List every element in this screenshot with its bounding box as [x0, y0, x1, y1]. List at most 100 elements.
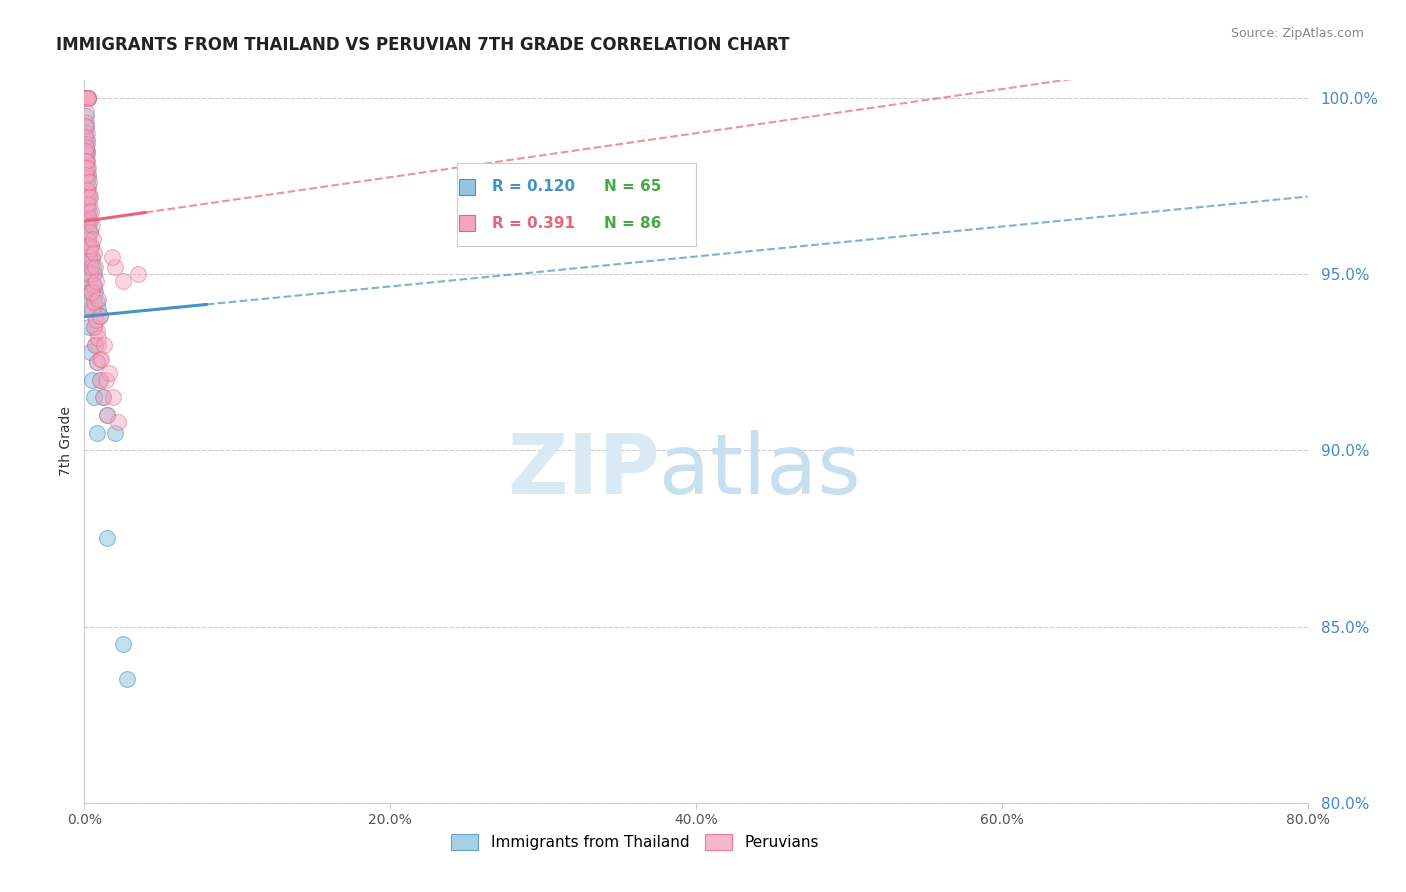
Point: [97, 366, 120, 380]
Point: [83, 320, 105, 334]
Point: [76, 91, 98, 105]
Point: [83, 267, 105, 281]
Point: [83, 320, 105, 334]
Point: [96, 532, 118, 546]
Point: [83, 277, 105, 292]
Point: [89, 351, 111, 366]
Point: [75, 119, 97, 133]
Point: [90, 351, 112, 366]
Point: [79, 214, 101, 228]
Point: [87, 302, 110, 317]
Point: [77, 214, 100, 228]
Point: [76, 203, 98, 218]
Point: [84, 313, 107, 327]
Point: [77, 91, 100, 105]
Point: [89, 310, 111, 324]
Point: [89, 373, 111, 387]
Point: [103, 391, 125, 405]
Point: [77, 250, 100, 264]
Point: [111, 637, 134, 651]
Point: [76, 91, 98, 105]
Point: [91, 391, 114, 405]
Point: [94, 373, 117, 387]
Text: N = 86: N = 86: [605, 216, 662, 231]
Point: [80, 285, 103, 299]
Text: IMMIGRANTS FROM THAILAND VS PERUVIAN 7TH GRADE CORRELATION CHART: IMMIGRANTS FROM THAILAND VS PERUVIAN 7TH…: [56, 36, 790, 54]
Point: [76, 189, 98, 203]
Point: [75, 140, 97, 154]
Point: [83, 295, 105, 310]
Point: [93, 337, 115, 351]
Text: ZIP: ZIP: [506, 430, 659, 511]
Text: R = 0.120: R = 0.120: [492, 179, 575, 194]
Point: [86, 355, 108, 369]
Point: [104, 425, 127, 440]
Point: [76, 196, 98, 211]
Point: [75, 239, 97, 253]
Point: [76, 91, 98, 105]
Point: [75, 91, 97, 105]
Point: [76, 154, 98, 169]
Point: [77, 320, 100, 334]
Point: [77, 186, 100, 200]
Point: [76, 285, 98, 299]
Point: [75, 91, 97, 105]
Point: [75, 250, 97, 264]
Point: [75, 91, 97, 105]
Point: [76, 161, 98, 176]
Point: [86, 425, 108, 440]
Point: [80, 239, 103, 253]
Point: [76, 91, 98, 105]
Point: [82, 267, 104, 281]
Point: [75, 161, 97, 176]
Point: [75, 119, 97, 133]
Point: [77, 232, 100, 246]
Point: [83, 281, 105, 295]
Point: [86, 295, 108, 310]
Point: [75, 147, 97, 161]
Point: [75, 169, 97, 183]
Point: [77, 225, 100, 239]
Point: [76, 136, 98, 151]
Point: [80, 302, 103, 317]
Point: [77, 176, 100, 190]
Point: [76, 144, 98, 158]
Point: [79, 243, 101, 257]
Point: [75, 154, 97, 169]
Point: [77, 203, 100, 218]
Point: [76, 196, 98, 211]
Point: [77, 302, 100, 317]
Point: [75, 115, 97, 129]
Point: [76, 91, 98, 105]
Point: [79, 211, 101, 225]
Point: [104, 260, 127, 274]
Point: [76, 91, 98, 105]
Point: [77, 211, 100, 225]
Point: [83, 246, 105, 260]
Point: [80, 285, 103, 299]
Point: [87, 292, 110, 306]
Point: [80, 203, 103, 218]
Text: Source: ZipAtlas.com: Source: ZipAtlas.com: [1230, 27, 1364, 40]
Point: [76, 182, 98, 196]
Point: [111, 274, 134, 288]
Point: [76, 182, 98, 196]
Point: [83, 391, 105, 405]
Point: [80, 302, 103, 317]
Point: [77, 218, 100, 232]
Point: [76, 126, 98, 140]
Text: R = 0.391: R = 0.391: [492, 216, 575, 231]
Point: [75, 129, 97, 144]
Point: [84, 310, 107, 324]
Text: N = 65: N = 65: [605, 179, 662, 194]
Point: [77, 179, 100, 194]
Point: [75, 91, 97, 105]
Point: [75, 154, 97, 169]
Point: [82, 260, 104, 274]
Point: [89, 373, 111, 387]
Point: [84, 285, 107, 299]
Point: [80, 285, 103, 299]
Point: [75, 144, 97, 158]
Point: [84, 260, 107, 274]
Point: [76, 91, 98, 105]
